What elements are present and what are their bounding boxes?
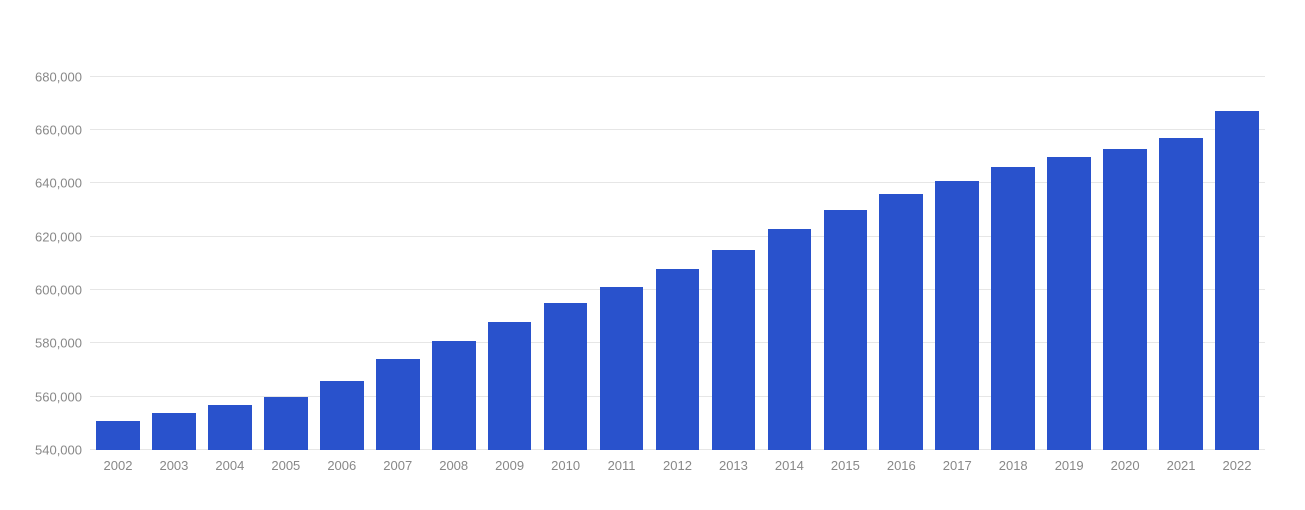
y-tick-label: 540,000 [35, 443, 90, 458]
y-tick-label: 600,000 [35, 283, 90, 298]
x-tick-label: 2012 [663, 450, 692, 473]
bar-chart: 540,000 560,000 580,000 600,000 620,000 640,0… [20, 20, 1285, 490]
x-tick-label: 2018 [999, 450, 1028, 473]
y-tick-label: 560,000 [35, 389, 90, 404]
bar [879, 194, 923, 450]
bar [656, 269, 700, 450]
bar [96, 421, 140, 450]
y-tick-label: 620,000 [35, 229, 90, 244]
x-tick-label: 2011 [608, 450, 636, 473]
x-tick-label: 2004 [215, 450, 244, 473]
x-tick-label: 2010 [551, 450, 580, 473]
x-tick-label: 2020 [1111, 450, 1140, 473]
x-tick-label: 2019 [1055, 450, 1084, 473]
bar [432, 341, 476, 450]
bar [488, 322, 532, 450]
x-tick-label: 2007 [383, 450, 412, 473]
y-tick-label: 640,000 [35, 176, 90, 191]
bar [1215, 111, 1259, 450]
bar [935, 181, 979, 450]
x-tick-label: 2003 [159, 450, 188, 473]
x-tick-label: 2014 [775, 450, 804, 473]
bar [991, 167, 1035, 450]
bar [152, 413, 196, 450]
x-tick-label: 2017 [943, 450, 972, 473]
gridline [90, 129, 1265, 130]
gridline [90, 76, 1265, 77]
x-tick-label: 2022 [1223, 450, 1252, 473]
x-tick-label: 2015 [831, 450, 860, 473]
y-tick-label: 580,000 [35, 336, 90, 351]
bar [208, 405, 252, 450]
bar [544, 303, 588, 450]
plot-area: 540,000560,000580,000600,000620,000640,0… [90, 50, 1265, 450]
x-tick-label: 2005 [271, 450, 300, 473]
x-tick-label: 2013 [719, 450, 748, 473]
bar [600, 287, 644, 450]
x-tick-label: 2008 [439, 450, 468, 473]
bar [320, 381, 364, 450]
x-tick-label: 2016 [887, 450, 916, 473]
x-tick-label: 2006 [327, 450, 356, 473]
y-tick-label: 660,000 [35, 123, 90, 138]
bar [1103, 149, 1147, 450]
bar [1047, 157, 1091, 450]
x-tick-label: 2021 [1167, 450, 1196, 473]
x-tick-label: 2009 [495, 450, 524, 473]
bar [768, 229, 812, 450]
bar [264, 397, 308, 450]
bar [1159, 138, 1203, 450]
y-tick-label: 680,000 [35, 69, 90, 84]
bar [376, 359, 420, 450]
bar [712, 250, 756, 450]
bar [824, 210, 868, 450]
x-tick-label: 2002 [104, 450, 133, 473]
